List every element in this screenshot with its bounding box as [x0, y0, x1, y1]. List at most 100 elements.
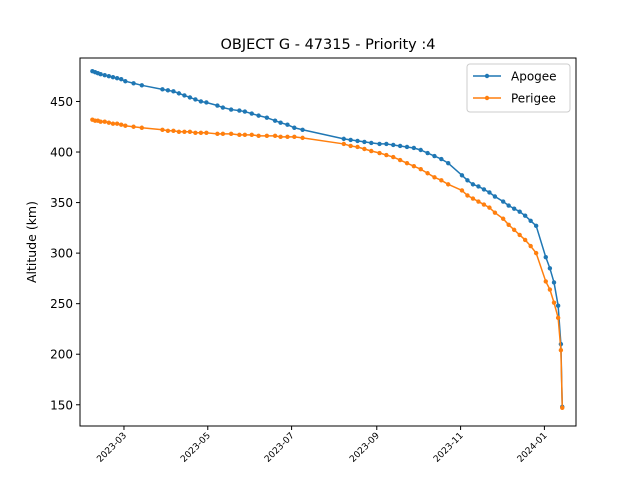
apogee-point — [384, 141, 389, 147]
y-axis-label: Altitude (km) — [24, 201, 39, 283]
perigee-point — [517, 232, 522, 238]
apogee-point — [165, 88, 171, 93]
apogee-point — [204, 100, 209, 105]
legend: Apogee Perigee — [466, 63, 571, 113]
perigee-point — [160, 127, 165, 132]
perigee-point — [220, 131, 226, 137]
series-layer — [90, 68, 565, 410]
apogee-point — [114, 76, 120, 81]
perigee-point — [139, 125, 145, 130]
apogee-point — [98, 71, 103, 77]
perigee-point — [198, 130, 204, 136]
perigee-point — [425, 171, 430, 176]
apogee-point — [220, 105, 226, 110]
perigee-point — [176, 129, 182, 134]
apogee-point — [355, 138, 360, 144]
apogee-point — [249, 111, 254, 116]
apogee-point — [215, 103, 220, 108]
perigee-point — [242, 132, 248, 138]
perigee-point — [272, 133, 278, 139]
apogee-point — [397, 143, 403, 149]
apogee-point — [182, 93, 187, 98]
perigee-point — [369, 148, 374, 154]
apogee-point — [517, 209, 522, 214]
chart-title: OBJECT G - 47315 - Priority :4 — [221, 37, 436, 53]
perigee-point — [187, 129, 193, 134]
perigee-point — [459, 188, 465, 193]
perigee-point — [348, 143, 353, 149]
apogee-point — [160, 87, 165, 92]
perigee-point — [465, 193, 470, 198]
apogee-point — [506, 203, 511, 208]
apogee-point — [193, 97, 198, 102]
perigee-point — [204, 130, 209, 136]
apogee-point — [470, 182, 476, 187]
apogee-point — [425, 150, 430, 156]
apogee-point — [272, 118, 278, 123]
apogee-point — [432, 153, 437, 159]
perigee-point — [171, 128, 176, 133]
y-tick-label: 200 — [50, 348, 73, 362]
perigee-point — [110, 121, 116, 126]
apogee-point — [362, 139, 367, 145]
apogee-point — [198, 99, 204, 104]
apogee-point — [300, 127, 305, 132]
apogee-point — [285, 122, 290, 127]
apogee-point — [555, 303, 561, 308]
perigee-point — [487, 205, 492, 210]
apogee-point — [391, 142, 396, 148]
perigee-point — [558, 347, 564, 353]
apogee-point — [131, 81, 136, 86]
apogee-point — [481, 187, 487, 192]
apogee-point — [171, 89, 176, 94]
apogee-point — [465, 178, 470, 183]
legend-label-apogee: Apogee — [511, 70, 557, 84]
apogee-point — [551, 280, 557, 285]
perigee-point — [522, 237, 528, 243]
apogee-point — [228, 107, 234, 112]
apogee-point — [278, 120, 283, 125]
perigee-point — [165, 128, 171, 133]
perigee-point — [418, 167, 423, 172]
apogee-point — [439, 156, 444, 162]
apogee-point — [492, 194, 498, 199]
apogee-point — [237, 108, 242, 113]
perigee-point — [114, 121, 120, 126]
perigee-point — [237, 132, 242, 138]
perigee-point — [533, 250, 539, 256]
perigee-point — [102, 119, 107, 124]
legend-label-perigee: Perigee — [511, 92, 556, 106]
y-tick-label: 400 — [50, 146, 73, 160]
perigee-point — [285, 134, 290, 140]
perigee-point — [470, 196, 476, 201]
legend-marker-perigee — [484, 95, 490, 101]
perigee-point — [256, 133, 261, 139]
apogee-point — [292, 125, 297, 130]
apogee-point — [264, 115, 270, 120]
perigee-point — [560, 405, 565, 410]
y-tick-label: 150 — [50, 398, 73, 412]
perigee-point — [98, 119, 103, 124]
apogee-point — [511, 206, 517, 211]
apogee-point — [256, 113, 261, 118]
perigee-point — [249, 132, 254, 138]
apogee-point — [446, 160, 451, 166]
apogee-point — [500, 199, 506, 204]
apogee-point — [476, 184, 481, 189]
perigee-point — [446, 182, 451, 187]
apogee-point — [404, 144, 410, 150]
apogee-point — [411, 145, 417, 151]
perigee-point — [439, 178, 444, 183]
apogee-point — [377, 141, 382, 147]
perigee-point — [551, 300, 557, 305]
apogee-point — [102, 72, 107, 78]
apogee-point — [487, 190, 492, 195]
perigee-point — [384, 152, 389, 158]
apogee-point — [547, 266, 553, 271]
apogee-point — [369, 140, 374, 146]
apogee-point — [139, 83, 145, 88]
perigee-point — [500, 216, 506, 221]
apogee-point — [522, 213, 528, 218]
perigee-point — [404, 160, 410, 166]
